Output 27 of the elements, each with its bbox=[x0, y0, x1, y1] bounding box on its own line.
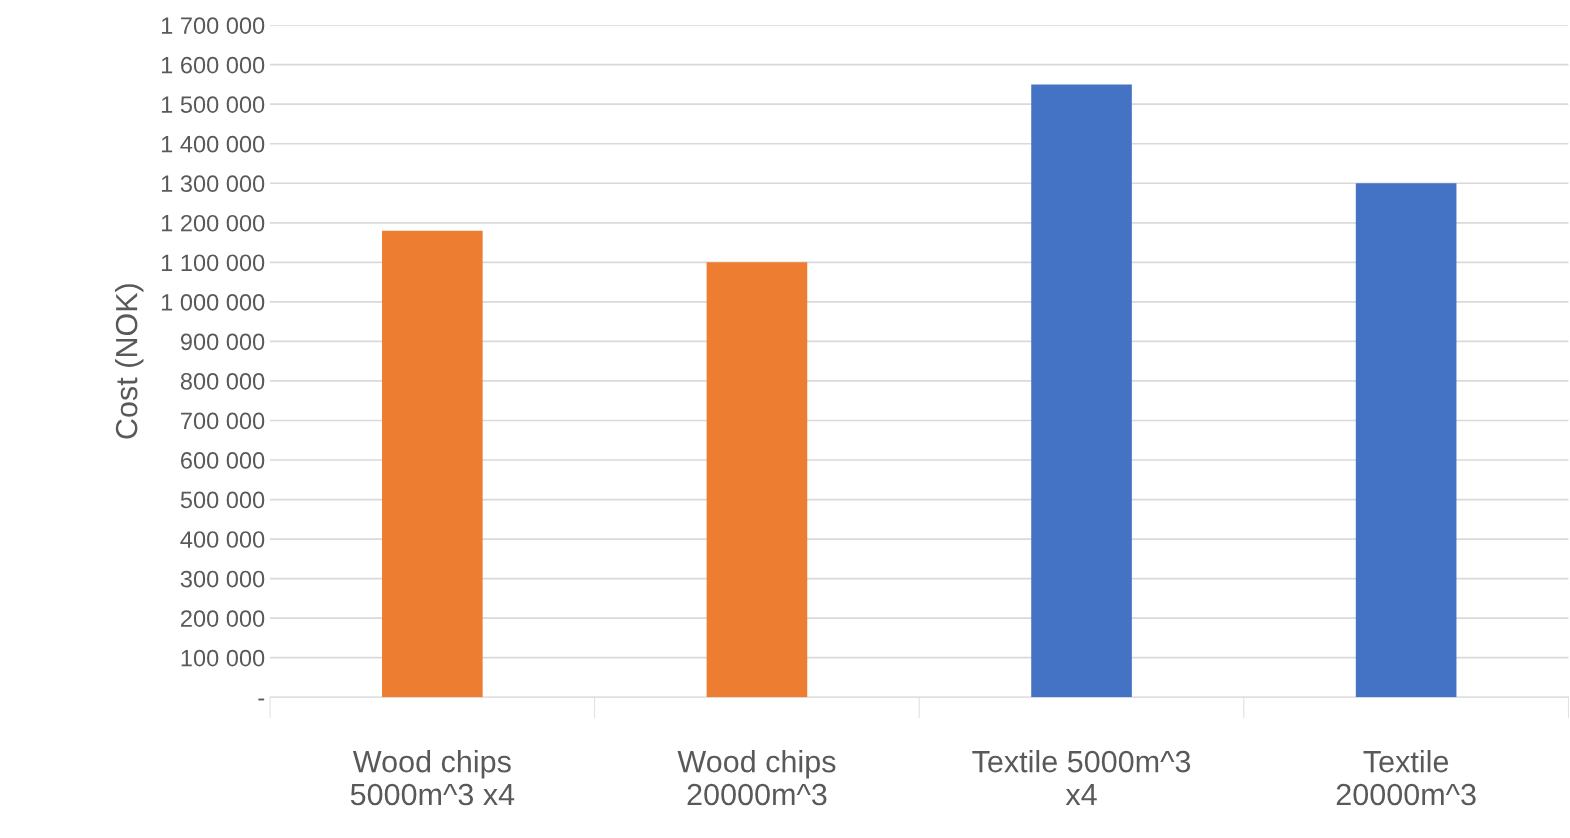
y-tick-label: 1 200 000 bbox=[161, 214, 265, 232]
bar bbox=[1031, 84, 1132, 698]
y-tick-label: 200 000 bbox=[181, 610, 265, 627]
x-tick-label: Textile 5000m^3 x4 bbox=[972, 749, 1191, 806]
x-tick-label: Wood chips 5000m^3 x4 bbox=[350, 749, 515, 806]
y-tick-label: 1 000 000 bbox=[161, 293, 265, 311]
bar bbox=[706, 262, 808, 698]
y-tick-label: 500 000 bbox=[180, 491, 265, 509]
x-tick-label: Textile 20000m^3 bbox=[1336, 749, 1476, 806]
y-tick-label: 900 000 bbox=[180, 333, 265, 351]
y-tick-label: 1 300 000 bbox=[161, 175, 265, 193]
y-tick-label: 1 100 000 bbox=[161, 254, 265, 272]
y-tick-label: 1 600 000 bbox=[161, 56, 265, 74]
y-tick-label: 800 000 bbox=[180, 373, 265, 390]
bar bbox=[1355, 183, 1457, 698]
y-tick-label: 1 700 000 bbox=[161, 17, 265, 34]
y-tick-label: 100 000 bbox=[181, 649, 265, 667]
bar bbox=[382, 230, 483, 698]
y-tick-label: - bbox=[258, 698, 265, 701]
y-tick-label: 600 000 bbox=[181, 452, 265, 469]
y-tick-label: 700 000 bbox=[181, 412, 265, 430]
y-tick-label: 1 500 000 bbox=[161, 96, 265, 113]
y-tick-label: 400 000 bbox=[180, 531, 265, 548]
y-axis-title: Cost (NOK) bbox=[115, 284, 144, 439]
y-tick-label: 300 000 bbox=[180, 570, 265, 588]
y-tick-label: 1 400 000 bbox=[161, 135, 265, 153]
x-tick-label: Wood chips 20000m^3 bbox=[677, 749, 836, 806]
